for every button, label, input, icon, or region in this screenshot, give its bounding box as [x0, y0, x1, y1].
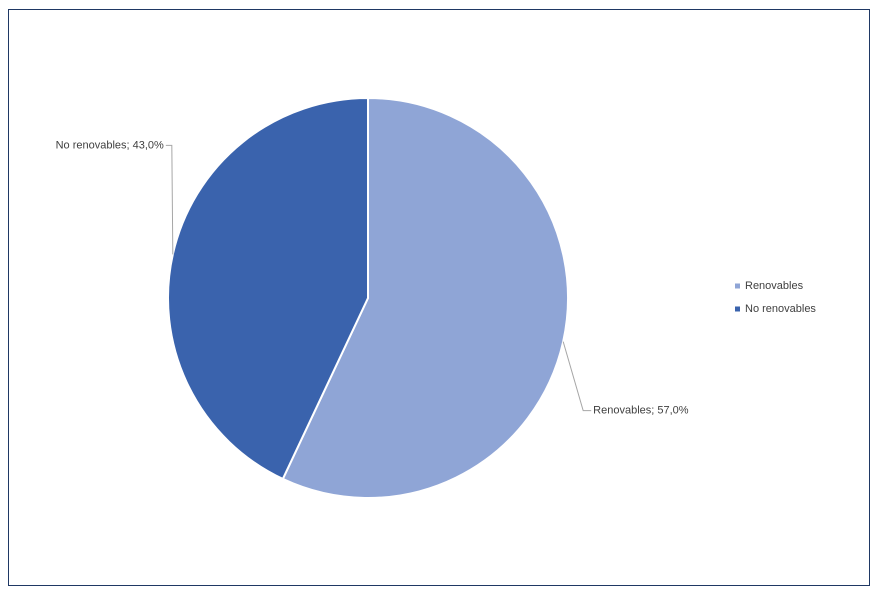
leader-line [562, 341, 592, 412]
legend-swatch [735, 283, 740, 289]
pie-slice [281, 96, 569, 499]
legend-label: Renovables [745, 280, 804, 292]
data-label: Renovables; 57,0% [593, 405, 689, 417]
leader-line [165, 144, 174, 255]
data-label: No renovables; 43,0% [56, 139, 164, 151]
legend-label: No renovables [745, 303, 816, 315]
legend-swatch [735, 306, 740, 312]
